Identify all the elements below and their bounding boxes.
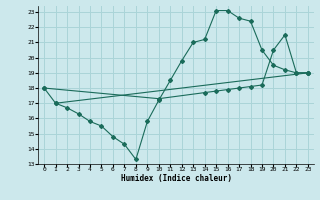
X-axis label: Humidex (Indice chaleur): Humidex (Indice chaleur) xyxy=(121,174,231,183)
